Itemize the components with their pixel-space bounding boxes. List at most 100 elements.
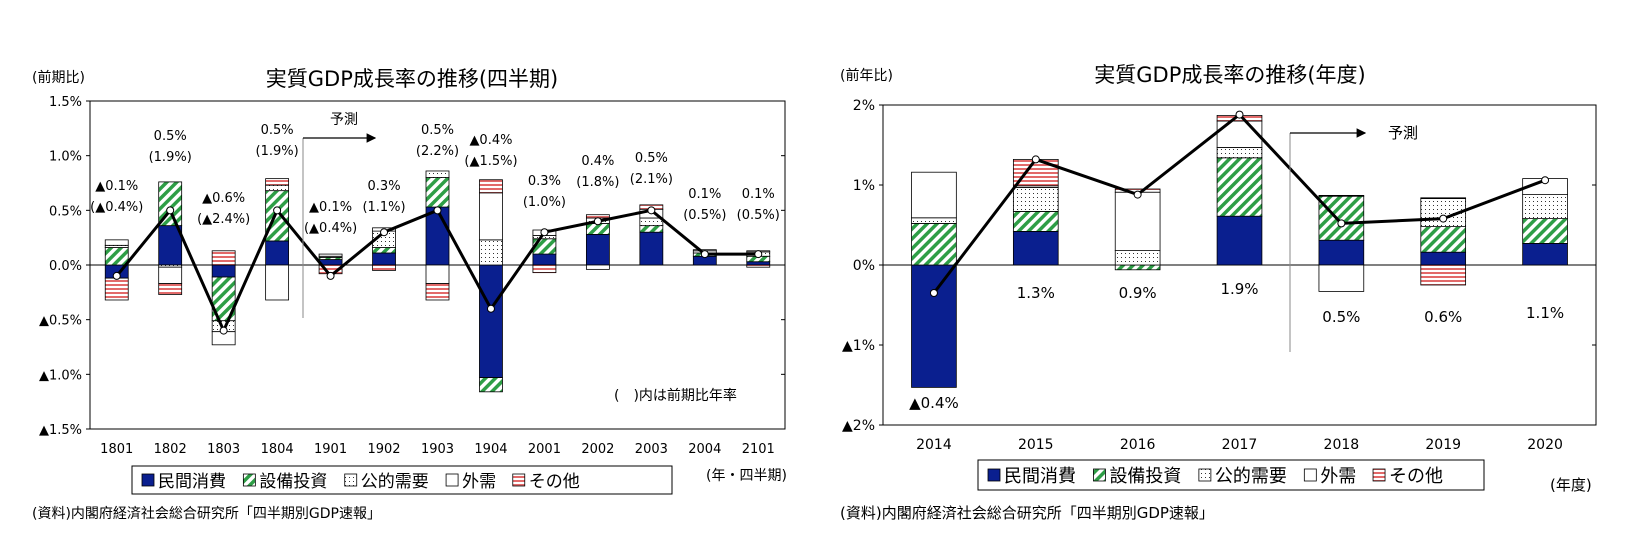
left-value-label: 0.5%	[421, 123, 454, 138]
left-x-tick-label: 2003	[635, 442, 668, 457]
right-legend-label-other: その他	[1389, 466, 1443, 487]
left-x-tick-label: 2004	[688, 442, 721, 457]
right-bar-capex	[1114, 264, 1161, 271]
right-bar-public-demand	[911, 217, 957, 224]
left-y-tick-label: ▲1.5%	[39, 423, 82, 438]
left-x-tick-label: 1801	[100, 442, 133, 457]
right-bar-private-consumption	[1012, 230, 1059, 266]
right-line-point	[1031, 155, 1040, 164]
right-value-label: 1.9%	[1220, 280, 1258, 298]
right-value-label: 1.1%	[1526, 304, 1564, 322]
left-bar-capex	[479, 377, 503, 393]
left-forecast-label: 予測	[330, 112, 358, 128]
left-value-label: 0.1%	[742, 187, 775, 202]
left-value-label-annualized: (0.5%)	[737, 208, 780, 223]
left-y-tick-label: 1.0%	[49, 150, 82, 165]
left-value-label-annualized: (1.9%)	[256, 144, 299, 159]
left-value-label-annualized: (2.1%)	[630, 172, 673, 187]
left-line-point	[593, 217, 602, 226]
right-value-label: 0.5%	[1322, 308, 1360, 326]
left-bar-private-consumption	[532, 253, 557, 266]
left-y-axis-label: (前期比)	[32, 69, 85, 86]
right-legend-swatch-capex	[1093, 468, 1106, 482]
left-value-label-annualized: (0.5%)	[683, 208, 726, 223]
left-bar-external	[425, 264, 450, 284]
right-value-labels: ▲0.4% 1.3% 0.9% 1.9% 0.5% 0.6% 1.1%	[909, 280, 1564, 412]
left-bar-other	[479, 179, 503, 194]
right-bar-public-demand	[1114, 250, 1161, 266]
right-y-tick-label: 0%	[853, 258, 875, 274]
left-bar-other	[265, 178, 290, 186]
left-value-label-annualized: (1.0%)	[523, 195, 566, 210]
left-bar-other	[104, 277, 129, 301]
left-line-point	[219, 326, 228, 335]
right-bar-private-consumption	[1420, 251, 1467, 266]
right-y-tick-label: 2%	[853, 98, 875, 114]
left-value-labels: ▲0.1% (▲0.4%) 0.5% (1.9%) ▲0.6% (▲2.4%) 0.5% (1…	[90, 123, 780, 236]
left-value-label-annualized: (▲2.4%)	[197, 212, 250, 227]
left-value-label-annualized: (▲0.4%)	[90, 200, 143, 215]
left-value-label: 0.3%	[368, 179, 401, 194]
left-x-tick-label: 1803	[207, 442, 240, 457]
left-x-tick-label: 2002	[581, 442, 614, 457]
left-line-point	[326, 271, 335, 280]
left-bar-other	[158, 283, 183, 295]
annual-gdp-chart: 実質GDP成長率の推移(年度) (前年比) 2% 1% 0% ▲1% ▲2% 2014 20…	[840, 63, 1597, 522]
right-legend-box	[977, 459, 1485, 491]
left-legend-swatch-public-demand	[344, 473, 358, 487]
right-line-point	[1235, 110, 1244, 119]
right-axes: 2% 1% 0% ▲1% ▲2% 2014 2015 2016 2017 2018 2019 2020	[842, 98, 1597, 453]
left-bar-capex	[532, 238, 557, 255]
left-x-tick-label: 1903	[421, 442, 454, 457]
right-chart-title: 実質GDP成長率の推移(年度)	[1094, 63, 1366, 87]
left-legend-label-capex: 設備投資	[259, 472, 327, 492]
left-value-label-annualized: (2.2%)	[416, 144, 459, 159]
right-bar-private-consumption	[911, 264, 957, 388]
left-value-label: 0.5%	[635, 151, 668, 166]
left-bars	[104, 170, 771, 393]
left-x-axis-label: (年・四半期)	[706, 468, 787, 484]
left-value-label: 0.4%	[581, 154, 614, 169]
right-legend-label-public-demand: 公的需要	[1215, 466, 1287, 487]
right-x-tick-label: 2020	[1527, 437, 1563, 453]
left-value-label-annualized: (1.8%)	[576, 175, 619, 190]
left-bar-capex	[104, 247, 129, 266]
left-line-point	[380, 228, 389, 237]
right-line-point	[1133, 190, 1142, 199]
right-legend-swatch-public-demand	[1198, 468, 1212, 482]
left-x-tick-label: 1902	[367, 442, 400, 457]
left-value-label: 0.5%	[154, 129, 187, 144]
left-legend-label-other: その他	[529, 472, 580, 492]
right-value-label: 1.3%	[1017, 284, 1055, 302]
left-line-point	[433, 206, 442, 215]
left-line-point	[486, 304, 495, 313]
left-line-point	[754, 250, 763, 259]
right-bar-other	[1420, 264, 1467, 286]
left-bar-other	[746, 264, 771, 268]
right-legend-label-capex: 設備投資	[1109, 466, 1181, 487]
left-bar-public-demand	[425, 170, 450, 178]
left-bar-private-consumption	[639, 231, 664, 266]
right-bar-public-demand	[1216, 146, 1263, 159]
right-bar-external	[1420, 197, 1467, 200]
right-bar-capex	[1216, 157, 1263, 217]
right-bar-external	[1318, 264, 1365, 292]
left-value-label-annualized: (1.1%)	[362, 200, 405, 215]
left-bar-external	[585, 264, 610, 270]
left-bar-other	[372, 264, 396, 271]
left-value-label: 0.1%	[688, 187, 721, 202]
left-bar-private-consumption	[585, 233, 610, 266]
left-legend-swatch-capex	[242, 473, 256, 487]
right-x-tick-label: 2015	[1018, 437, 1054, 453]
right-x-tick-label: 2016	[1120, 437, 1156, 453]
left-legend-swatch-private-consumption	[141, 473, 155, 487]
left-y-tick-label: 0.0%	[49, 259, 82, 274]
right-line-point	[1337, 219, 1346, 228]
left-bar-private-consumption	[425, 206, 450, 266]
right-line-point	[1439, 214, 1448, 223]
left-x-tick-label: 2101	[742, 442, 775, 457]
right-source: (資料)内閣府経済社会総合研究所「四半期別GDP速報」	[840, 504, 1214, 522]
left-y-tick-label: 1.5%	[49, 95, 82, 110]
left-legend-swatch-other	[512, 473, 526, 487]
